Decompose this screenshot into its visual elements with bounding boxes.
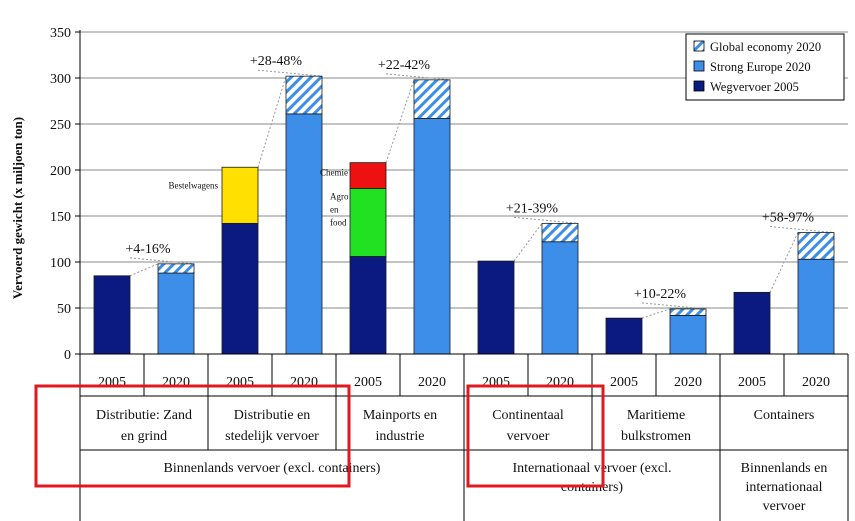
year-label: 2005 [98,375,126,390]
year-label: 2005 [738,375,766,390]
category-label: Continentaal [492,408,564,423]
bar-segment-strong-europe [669,314,707,355]
category-label: stedelijk vervoer [225,429,319,444]
growth-guide-line [129,263,159,277]
highlight-box-binnenlands [34,384,351,488]
legend-swatch-strong-europe [693,60,705,72]
bar-segment-agro-food [349,187,387,257]
category-label: en grind [121,429,167,444]
y-tick-label: 200 [50,164,71,179]
bar-segment-wegvervoer [733,291,771,355]
bar-segment-strong-europe [797,258,835,355]
bar-segment-global-economy [669,308,707,316]
growth-label: +10-22% [634,287,687,302]
gridlines [80,31,848,309]
bar-segment-wegvervoer [221,222,259,355]
segment-label-agro-food: Agro [330,191,349,201]
legend: Global economy 2020 Strong Europe 2020 Weg… [685,33,845,101]
year-label: 2020 [418,375,446,390]
group-label: Binnenlands en [741,461,828,476]
segment-label-bestelwagens: Bestelwagens [169,180,219,190]
growth-guide-line [769,226,835,234]
year-label: 2005 [482,375,510,390]
year-label: 2005 [354,375,382,390]
year-label: 2020 [546,375,574,390]
growth-guides [129,69,835,319]
bar-segment-strong-europe [157,272,195,355]
bar-segment-global-economy [285,75,323,115]
y-tick-label: 100 [50,256,71,271]
group-label: Internationaal vervoer (excl. [513,461,672,476]
bar-segment-wegvervoer [605,317,643,355]
category-label: Maritieme [627,408,685,423]
category-label: Mainports en [363,408,437,423]
group-label: vervoer [763,499,806,514]
legend-swatch-global-economy [693,40,705,52]
growth-guide-line [641,308,671,319]
bar-segment-global-economy [157,263,195,274]
growth-guide-line [129,257,195,265]
category-label: vervoer [507,429,550,444]
bar-segment-global-economy [413,79,451,119]
legend-label: Wegvervoer 2005 [710,80,799,94]
year-label: 2020 [162,375,190,390]
highlight-box-continentaal [466,384,605,488]
group-label: Binnenlands vervoer (excl. containers) [164,461,381,476]
bar-segment-strong-europe [285,113,323,355]
y-tick-label: 350 [50,26,71,41]
growth-label: +58-97% [762,211,815,226]
group-label: internationaal [746,480,823,495]
highlight-boxes [34,384,605,488]
growth-guide-line [385,73,451,81]
growth-guide-line [257,76,287,168]
y-tick-label: 250 [50,118,71,133]
category-label: Containers [754,408,815,423]
legend-swatch-wegvervoer [693,80,705,92]
growth-label: +22-42% [378,58,431,73]
bars [93,75,835,355]
growth-guide-line [769,232,799,293]
category-label: industrie [376,429,425,444]
bar-segment-global-economy [541,222,579,243]
growth-guide-line [385,79,415,163]
growth-guide-line [257,69,323,77]
segment-label-chemie: Chemie [320,168,348,178]
category-label: bulkstromen [621,429,691,444]
segment-label-agro-food: en [330,204,339,214]
growth-guide-line [513,216,579,224]
bar-segment-wegvervoer [477,260,515,355]
growth-label: +21-39% [506,201,559,216]
y-tick-label: 150 [50,210,71,225]
growth-guide-line [513,223,543,262]
y-tick-label: 300 [50,72,71,87]
year-label: 2020 [674,375,702,390]
segment-label-agro-food: food [330,217,347,227]
year-label: 2020 [290,375,318,390]
y-axis-title: Vervoerd gewicht (x miljoen ton) [10,117,25,299]
year-label: 2020 [802,375,830,390]
legend-label: Strong Europe 2020 [710,60,811,74]
x-axis-table: 2005 2020 2005 2020 2005 2020 2005 2020 2005 2020… [79,354,849,521]
y-tick-label: 50 [57,302,71,317]
bar-segment-strong-europe [413,118,451,355]
growth-label: +4-16% [125,242,171,257]
year-label: 2005 [226,375,254,390]
bar-segment-global-economy [797,232,835,260]
year-label: 2005 [610,375,638,390]
growth-guide-line [641,302,707,310]
bar-segment-bestelwagens [221,166,259,224]
category-label: Distributie en [234,408,311,423]
legend-box [685,33,845,101]
bar-segment-chemie [349,162,387,189]
bar-segment-wegvervoer [93,275,131,355]
annotations: +4-16% +28-48% +22-42% +21-39% +10-22% +58-97… [125,54,814,302]
category-label: Distributie: Zand [96,408,192,423]
legend-label: Global economy 2020 [710,40,821,54]
bar-segment-wegvervoer [349,256,387,355]
y-tick-label: 0 [64,348,71,363]
bar-segment-strong-europe [541,241,579,355]
growth-label: +28-48% [250,54,303,69]
